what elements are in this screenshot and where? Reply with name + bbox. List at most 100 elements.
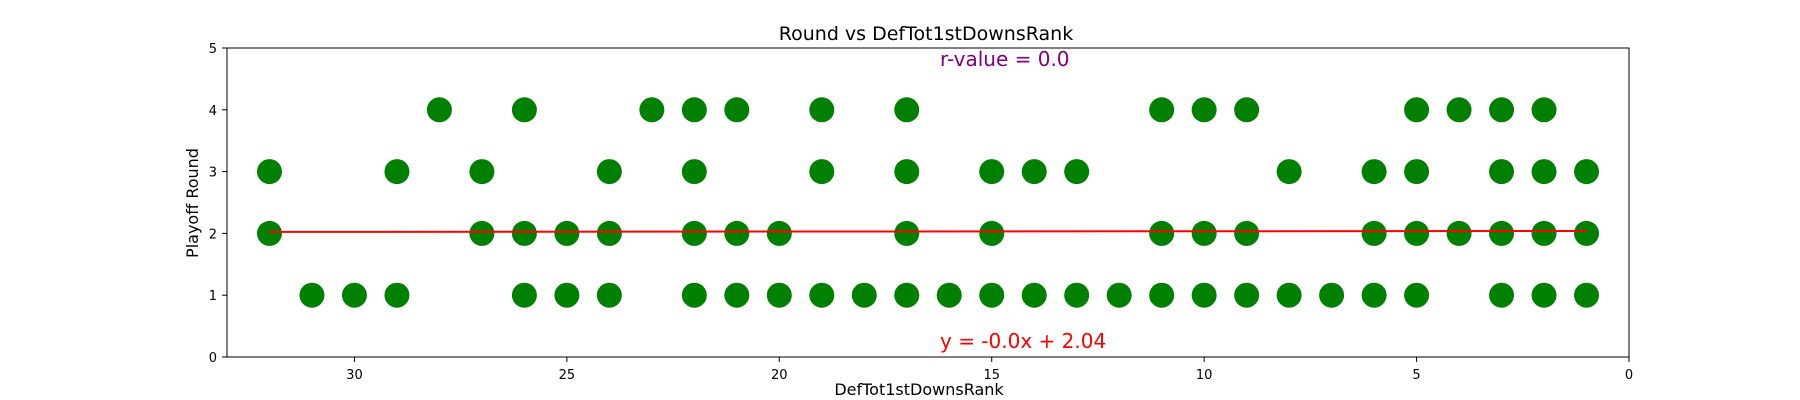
data-point-32 (894, 159, 920, 185)
data-point-34 (894, 282, 920, 308)
data-point-59 (1404, 97, 1430, 123)
data-point-6 (426, 97, 452, 123)
data-point-70 (1531, 159, 1557, 185)
y-tick-label: 1 (209, 289, 217, 304)
data-point-69 (1531, 97, 1557, 123)
data-point-40 (1021, 282, 1047, 308)
data-point-41 (1064, 159, 1090, 185)
data-point-71 (1531, 220, 1557, 246)
data-point-16 (596, 282, 622, 308)
data-point-37 (979, 220, 1005, 246)
data-point-19 (681, 159, 707, 185)
data-point-52 (1234, 282, 1260, 308)
data-point-48 (1191, 220, 1217, 246)
data-point-53 (1276, 159, 1302, 185)
data-point-38 (979, 282, 1005, 308)
data-point-18 (681, 97, 707, 123)
data-point-5 (384, 282, 410, 308)
data-point-15 (596, 220, 622, 246)
y-tick-label: 5 (209, 42, 217, 57)
plot-frame (226, 47, 1630, 358)
data-point-75 (1574, 282, 1600, 308)
data-point-60 (1404, 159, 1430, 185)
data-point-25 (766, 220, 792, 246)
data-point-22 (724, 97, 750, 123)
data-point-42 (1064, 282, 1090, 308)
data-point-74 (1574, 220, 1600, 246)
y-tick-label: 2 (209, 227, 217, 242)
data-point-51 (1234, 220, 1260, 246)
data-point-57 (1361, 220, 1387, 246)
data-point-56 (1361, 159, 1387, 185)
data-point-30 (851, 282, 877, 308)
x-tick-label: 0 (1625, 368, 1633, 383)
regression-line (269, 229, 1587, 233)
data-point-14 (596, 159, 622, 185)
x-axis-label: DefTot1stDownsRank (834, 380, 1004, 399)
data-point-23 (724, 220, 750, 246)
data-point-49 (1191, 282, 1217, 308)
data-point-27 (809, 97, 835, 123)
y-tick-label: 3 (209, 166, 217, 181)
data-point-24 (724, 282, 750, 308)
data-point-9 (511, 97, 537, 123)
regression-equation-annotation: y = -0.0x + 2.04 (940, 329, 1106, 353)
y-axis-ticks: 0 1 2 3 4 5 (209, 42, 227, 366)
data-point-44 (1149, 97, 1175, 123)
data-point-47 (1191, 97, 1217, 123)
data-point-39 (1021, 159, 1047, 185)
data-point-8 (469, 220, 495, 246)
x-tick-label: 15 (983, 368, 1000, 383)
data-point-0 (256, 159, 282, 185)
data-point-58 (1361, 282, 1387, 308)
data-point-13 (554, 282, 580, 308)
data-point-26 (766, 282, 792, 308)
data-point-55 (1319, 282, 1345, 308)
data-point-3 (341, 282, 367, 308)
data-point-67 (1489, 220, 1515, 246)
data-point-28 (809, 159, 835, 185)
data-point-45 (1149, 220, 1175, 246)
data-point-63 (1446, 97, 1472, 123)
data-point-66 (1489, 159, 1515, 185)
data-point-46 (1149, 282, 1175, 308)
data-point-33 (894, 220, 920, 246)
x-axis-ticks: 30 25 20 15 10 5 0 (346, 357, 1633, 383)
r-value-annotation: r-value = 0.0 (940, 47, 1070, 71)
y-axis-label: Playoff Round (183, 148, 202, 258)
data-point-1 (256, 220, 282, 246)
data-point-21 (681, 282, 707, 308)
data-point-68 (1489, 282, 1515, 308)
regression-line-layer (269, 229, 1587, 233)
x-tick-label: 30 (346, 368, 363, 383)
data-point-29 (809, 282, 835, 308)
data-point-12 (554, 220, 580, 246)
data-points (256, 97, 1600, 308)
x-tick-label: 5 (1412, 368, 1420, 383)
chart-title: Round vs DefTot1stDownsRank (779, 23, 1073, 45)
data-point-43 (1106, 282, 1132, 308)
data-point-36 (979, 159, 1005, 185)
data-point-65 (1489, 97, 1515, 123)
y-tick-label: 4 (209, 104, 217, 119)
data-point-10 (511, 220, 537, 246)
data-point-54 (1276, 282, 1302, 308)
data-point-61 (1404, 220, 1430, 246)
data-point-50 (1234, 97, 1260, 123)
data-point-64 (1446, 220, 1472, 246)
data-point-31 (894, 97, 920, 123)
x-tick-label: 10 (1196, 368, 1213, 383)
data-point-11 (511, 282, 537, 308)
x-tick-label: 25 (559, 368, 576, 383)
data-point-7 (469, 159, 495, 185)
data-point-62 (1404, 282, 1430, 308)
data-point-4 (384, 159, 410, 185)
data-point-73 (1574, 159, 1600, 185)
data-point-35 (936, 282, 962, 308)
data-point-2 (299, 282, 325, 308)
x-tick-label: 20 (771, 368, 788, 383)
y-tick-label: 0 (209, 351, 217, 366)
data-point-72 (1531, 282, 1557, 308)
data-point-20 (681, 220, 707, 246)
